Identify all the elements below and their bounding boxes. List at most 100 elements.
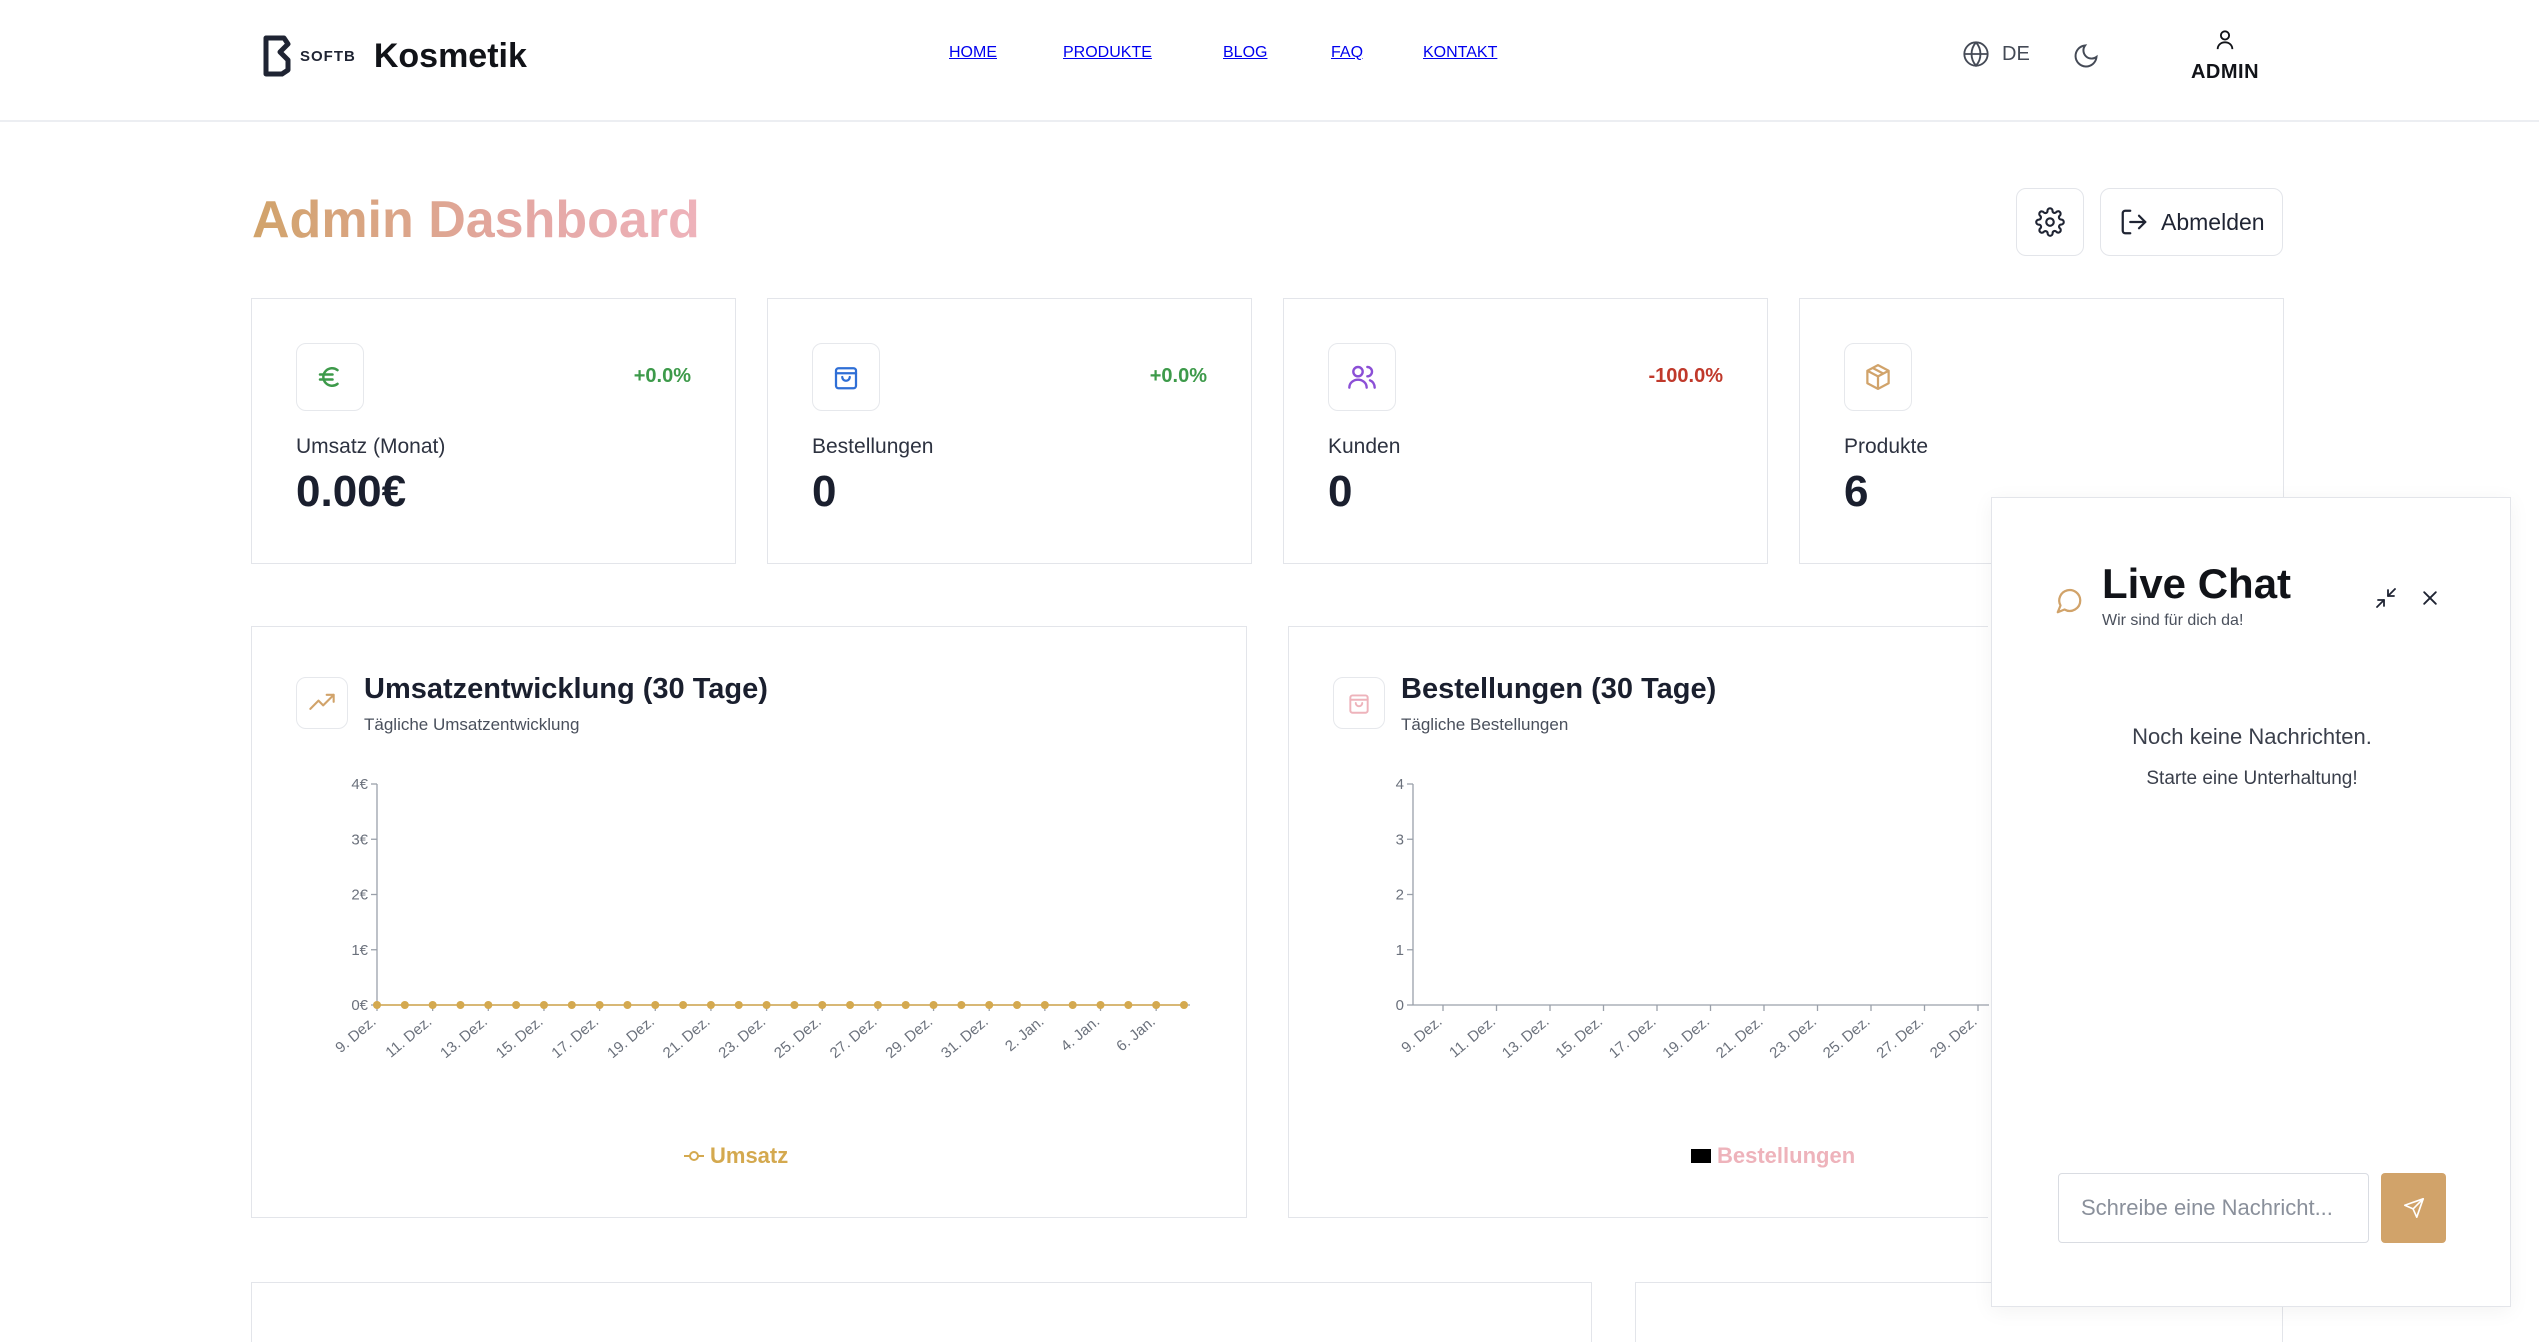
y-tick-label: 4 bbox=[1396, 776, 1404, 793]
revenue-line-chart: 0€ 1€ 2€ 3€ 4€ 9. Dez. 11. Dez. 13. Dez. 15. Dez… bbox=[332, 776, 1190, 1062]
stat-value: 0.00€ bbox=[296, 467, 407, 516]
logout-button[interactable]: Abmelden bbox=[2100, 188, 2283, 256]
x-tick-label: 2. Jan. bbox=[1002, 1013, 1047, 1055]
trending-up-icon bbox=[309, 693, 335, 710]
data-point bbox=[484, 1001, 493, 1009]
stat-icon-box bbox=[812, 343, 880, 411]
site-header: SOFTB Kosmetik HOME PRODUKTE BLOG FAQ KO… bbox=[0, 0, 2539, 122]
box-icon bbox=[1866, 364, 1890, 390]
y-tick-label: 3 bbox=[1396, 831, 1404, 848]
panel-icon-box bbox=[1333, 677, 1385, 729]
live-chat-widget: Live Chat Wir sind für dich da! Noch kei… bbox=[1991, 497, 2511, 1307]
settings-button[interactable] bbox=[2016, 188, 2084, 256]
nav-blog[interactable]: BLOG bbox=[1223, 44, 1268, 61]
data-point bbox=[400, 1001, 409, 1009]
nav-kontakt[interactable]: KONTAKT bbox=[1423, 44, 1498, 61]
stat-card-orders: +0.0% Bestellungen 0 bbox=[767, 298, 1252, 564]
y-tick-label: 0€ bbox=[351, 997, 368, 1014]
chat-title: Live Chat bbox=[2102, 560, 2292, 607]
users-icon bbox=[1348, 365, 1376, 389]
chat-send-button[interactable] bbox=[2381, 1173, 2446, 1243]
data-point bbox=[567, 1001, 576, 1009]
panel-title: Umsatzentwicklung (30 Tage) bbox=[364, 673, 768, 705]
gear-icon bbox=[2035, 207, 2065, 237]
data-point bbox=[706, 1001, 715, 1009]
shopping-bag-icon bbox=[834, 367, 858, 390]
y-tick-label: 4€ bbox=[351, 776, 368, 793]
x-tick-label: 9. Dez. bbox=[332, 1013, 379, 1057]
logout-icon bbox=[2121, 209, 2147, 235]
stat-icon-box bbox=[1844, 343, 1912, 411]
chat-subtitle: Wir sind für dich da! bbox=[2102, 612, 2244, 629]
x-tick-label: 4. Jan. bbox=[1058, 1013, 1103, 1055]
x-tick-label: 21. Dez. bbox=[1713, 1013, 1767, 1062]
minimize-icon[interactable] bbox=[2374, 586, 2398, 610]
x-tick-label: 11. Dez. bbox=[1446, 1013, 1499, 1061]
stat-label: Umsatz (Monat) bbox=[296, 435, 446, 458]
logo[interactable]: SOFTB Kosmetik bbox=[260, 34, 527, 78]
data-point bbox=[734, 1001, 743, 1009]
panel-title: Bestellungen (30 Tage) bbox=[1401, 673, 1717, 705]
x-tick-label: 23. Dez. bbox=[715, 1013, 769, 1062]
chart-legend[interactable]: Bestellungen bbox=[1691, 1143, 1855, 1169]
x-tick-label: 19. Dez. bbox=[604, 1013, 658, 1062]
language-label: DE bbox=[2002, 42, 2030, 65]
user-icon bbox=[2216, 30, 2234, 50]
data-point bbox=[679, 1001, 688, 1009]
close-icon[interactable] bbox=[2420, 588, 2440, 608]
y-tick-label: 0 bbox=[1396, 997, 1404, 1014]
data-point bbox=[1013, 1001, 1022, 1009]
bottom-card-left bbox=[251, 1282, 1592, 1342]
data-point bbox=[1068, 1001, 1077, 1009]
legend-line-marker-icon bbox=[684, 1151, 704, 1161]
x-tick-label: 19. Dez. bbox=[1659, 1013, 1713, 1062]
send-icon bbox=[2403, 1198, 2424, 1218]
data-point bbox=[651, 1001, 660, 1009]
nav-home[interactable]: HOME bbox=[949, 44, 997, 61]
data-point bbox=[1096, 1001, 1105, 1009]
x-tick-label: 17. Dez. bbox=[1606, 1013, 1660, 1062]
logo-mark-icon bbox=[263, 35, 291, 77]
x-tick-label: 25. Dez. bbox=[771, 1013, 825, 1062]
nav-faq[interactable]: FAQ bbox=[1331, 44, 1364, 61]
data-point bbox=[1040, 1001, 1049, 1009]
data-point bbox=[985, 1001, 994, 1009]
y-tick-label: 1 bbox=[1396, 942, 1404, 959]
stat-label: Produkte bbox=[1844, 435, 1929, 458]
data-point bbox=[595, 1001, 604, 1009]
x-tick-label: 11. Dez. bbox=[382, 1013, 435, 1061]
chart-legend[interactable]: Umsatz bbox=[684, 1143, 788, 1169]
stat-icon-box bbox=[1328, 343, 1396, 411]
revenue-chart-panel: Umsatzentwicklung (30 Tage) Tägliche Ums… bbox=[251, 626, 1247, 1218]
stat-label: Bestellungen bbox=[812, 435, 934, 458]
stat-icon-box bbox=[296, 343, 364, 411]
data-point bbox=[539, 1001, 548, 1009]
data-point bbox=[790, 1001, 799, 1009]
x-tick-label: 27. Dez. bbox=[1873, 1013, 1927, 1062]
x-tick-label: 13. Dez. bbox=[1499, 1013, 1553, 1062]
euro-icon bbox=[318, 367, 339, 387]
stat-card-customers: -100.0% Kunden 0 bbox=[1283, 298, 1768, 564]
data-point bbox=[1152, 1001, 1161, 1009]
user-menu[interactable]: ADMIN bbox=[2160, 28, 2290, 84]
x-tick-label: 13. Dez. bbox=[437, 1013, 491, 1062]
orders-bar-chart: 0 1 2 3 4 9. Dez. 11. Dez. 13. Dez. 15. Dez. 17. … bbox=[1396, 776, 1989, 1062]
data-point bbox=[818, 1001, 827, 1009]
x-tick-label: 21. Dez. bbox=[660, 1013, 714, 1062]
data-point bbox=[1124, 1001, 1133, 1009]
stat-change: +0.0% bbox=[1149, 365, 1207, 387]
x-tick-label: 29. Dez. bbox=[882, 1013, 936, 1062]
x-tick-label: 17. Dez. bbox=[548, 1013, 602, 1062]
panel-subtitle: Tägliche Bestellungen bbox=[1401, 715, 1569, 734]
logo-name: Kosmetik bbox=[373, 36, 527, 75]
x-tick-label: 15. Dez. bbox=[1552, 1013, 1606, 1062]
language-switcher[interactable]: DE bbox=[1962, 40, 2030, 68]
orders-chart-panel: Bestellungen (30 Tage) Tägliche Bestellu… bbox=[1288, 626, 1989, 1218]
data-point bbox=[623, 1001, 632, 1009]
y-tick-label: 1€ bbox=[351, 942, 368, 959]
nav-produkte[interactable]: PRODUKTE bbox=[1063, 44, 1152, 61]
data-point bbox=[762, 1001, 771, 1009]
chat-message-input[interactable] bbox=[2058, 1173, 2369, 1243]
moon-icon[interactable] bbox=[2072, 42, 2100, 70]
logo-small-text: SOFTB bbox=[300, 47, 356, 65]
